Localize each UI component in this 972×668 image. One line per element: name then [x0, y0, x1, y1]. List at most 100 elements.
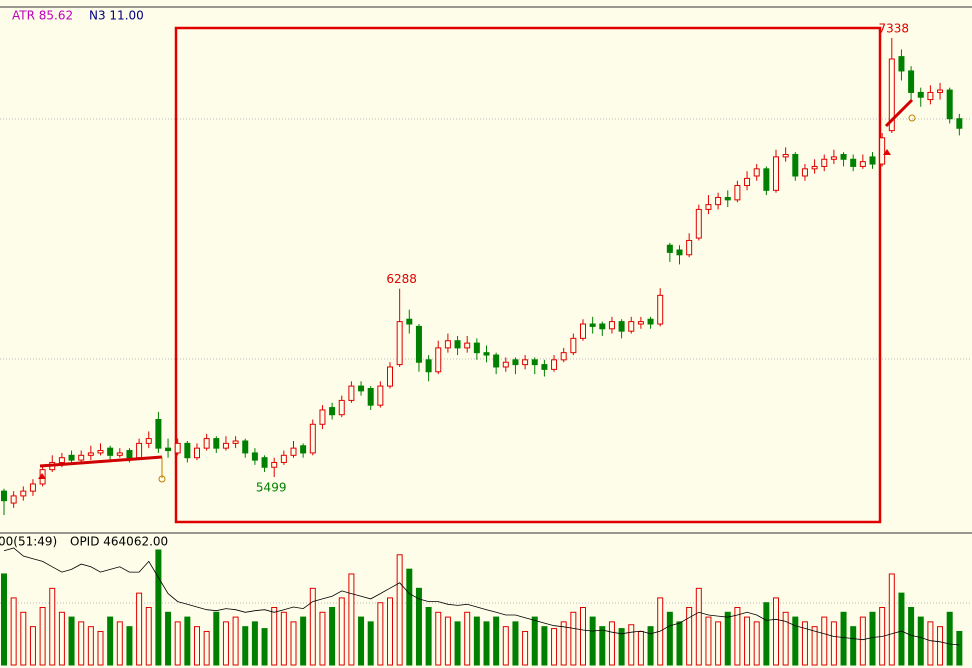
volume-bar — [927, 621, 934, 666]
candle-body — [435, 347, 442, 373]
candle-body — [415, 325, 422, 363]
candle-body — [203, 438, 210, 449]
candle-body — [888, 58, 895, 132]
candle-body — [10, 495, 17, 504]
volume-bar — [406, 568, 413, 666]
candle-body — [387, 366, 393, 387]
candle-body — [136, 442, 143, 459]
volume-bar — [850, 626, 857, 666]
atr-indicator: ATR 85.62 — [12, 9, 73, 23]
candle-body — [512, 359, 519, 366]
volume-bar — [20, 611, 27, 666]
price-label: 6288 — [386, 272, 417, 286]
candle-body — [840, 154, 847, 160]
volume-bar — [715, 621, 722, 666]
candle-body — [734, 185, 741, 201]
candle-body — [551, 359, 558, 370]
volume-bar — [242, 626, 249, 666]
volume-bar — [261, 628, 268, 666]
candle-body — [937, 89, 944, 93]
candle-body — [425, 359, 432, 373]
candle-body — [184, 442, 191, 459]
candle-body — [396, 321, 403, 366]
volume-bar — [107, 616, 114, 666]
volume-bar — [686, 607, 693, 666]
volume-bar — [531, 616, 538, 666]
candle-body — [271, 461, 278, 468]
candle-body — [165, 447, 172, 452]
candle-body — [473, 342, 480, 354]
candle-body — [589, 323, 596, 327]
candle-body — [637, 321, 644, 325]
opid-line — [3, 547, 960, 646]
candle-body — [319, 409, 326, 425]
candle-body — [666, 244, 673, 253]
candle-body — [695, 208, 702, 239]
volume-bar — [570, 611, 577, 666]
volume-bar — [39, 607, 46, 666]
candle-body — [68, 454, 75, 461]
candle-body — [811, 165, 818, 170]
volume-bar — [444, 616, 451, 666]
candle-body — [724, 196, 731, 201]
volume-bar — [338, 597, 345, 666]
candle-body — [898, 56, 905, 72]
candle-body — [1, 490, 7, 502]
volume-bar — [859, 616, 866, 666]
volume-bar — [464, 611, 471, 666]
candle-body — [859, 161, 866, 167]
candle-body — [174, 442, 181, 454]
volume-bar — [647, 626, 654, 666]
volume-bar — [145, 607, 152, 666]
volume-bar — [869, 611, 876, 666]
signal-line — [884, 98, 914, 128]
volume-bar — [213, 611, 220, 666]
volume-bar — [724, 611, 731, 666]
price-label: 7338 — [879, 22, 910, 36]
candle-body — [290, 447, 297, 456]
volume-bar — [608, 621, 615, 666]
signal-arrow — [38, 473, 46, 479]
candle-body — [782, 154, 789, 158]
volume-bar — [280, 611, 287, 666]
volume-bar — [473, 616, 480, 666]
volume-bar — [541, 626, 548, 666]
candle-body — [280, 454, 287, 463]
volume-bar — [10, 597, 17, 666]
plot: 6288 7338 5499 — [1, 22, 963, 666]
volume-bar — [58, 611, 65, 666]
candle-body — [213, 438, 220, 449]
candle-body — [329, 407, 336, 416]
candle-body — [657, 294, 664, 325]
volume-bar — [705, 616, 712, 666]
volume-bar — [126, 626, 133, 666]
signal-line — [39, 455, 163, 468]
volume-bar — [628, 624, 635, 666]
candle-body — [821, 158, 828, 167]
candle-body — [531, 359, 538, 366]
volume-bar — [377, 602, 384, 666]
candle-body — [107, 447, 114, 456]
candle-body — [879, 137, 886, 165]
volume-bar — [97, 630, 104, 666]
candle-body — [801, 168, 808, 177]
candle-body — [444, 340, 451, 349]
volume-bar — [618, 628, 625, 666]
volume-bar — [387, 597, 393, 666]
candle-body — [850, 158, 857, 167]
volume-bar — [792, 616, 799, 666]
volume-bar — [599, 626, 606, 666]
volume-bar — [483, 621, 490, 666]
candle-body — [763, 168, 770, 191]
candle-body — [570, 337, 577, 354]
volume-bar — [155, 549, 162, 666]
volume-bar — [194, 626, 200, 666]
volume-bar — [589, 616, 596, 666]
candle-body — [309, 423, 316, 454]
volume-bar — [908, 607, 915, 666]
volume-bar — [551, 628, 558, 666]
volume-bar — [734, 607, 741, 666]
volume-bar — [367, 621, 374, 666]
volume-bar — [946, 611, 953, 666]
